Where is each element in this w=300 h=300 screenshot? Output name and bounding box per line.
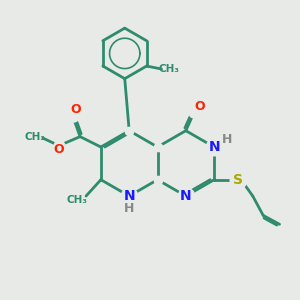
Text: O: O: [70, 103, 81, 116]
Text: H: H: [221, 133, 232, 146]
Text: O: O: [53, 142, 64, 156]
Text: N: N: [123, 189, 135, 203]
Text: O: O: [195, 100, 206, 113]
Text: N: N: [180, 189, 192, 203]
Text: CH₃: CH₃: [67, 195, 88, 205]
Text: CH₃: CH₃: [158, 64, 179, 74]
Text: CH₃: CH₃: [24, 132, 45, 142]
Text: H: H: [123, 202, 134, 215]
Text: N: N: [208, 140, 220, 154]
Text: S: S: [233, 173, 243, 187]
